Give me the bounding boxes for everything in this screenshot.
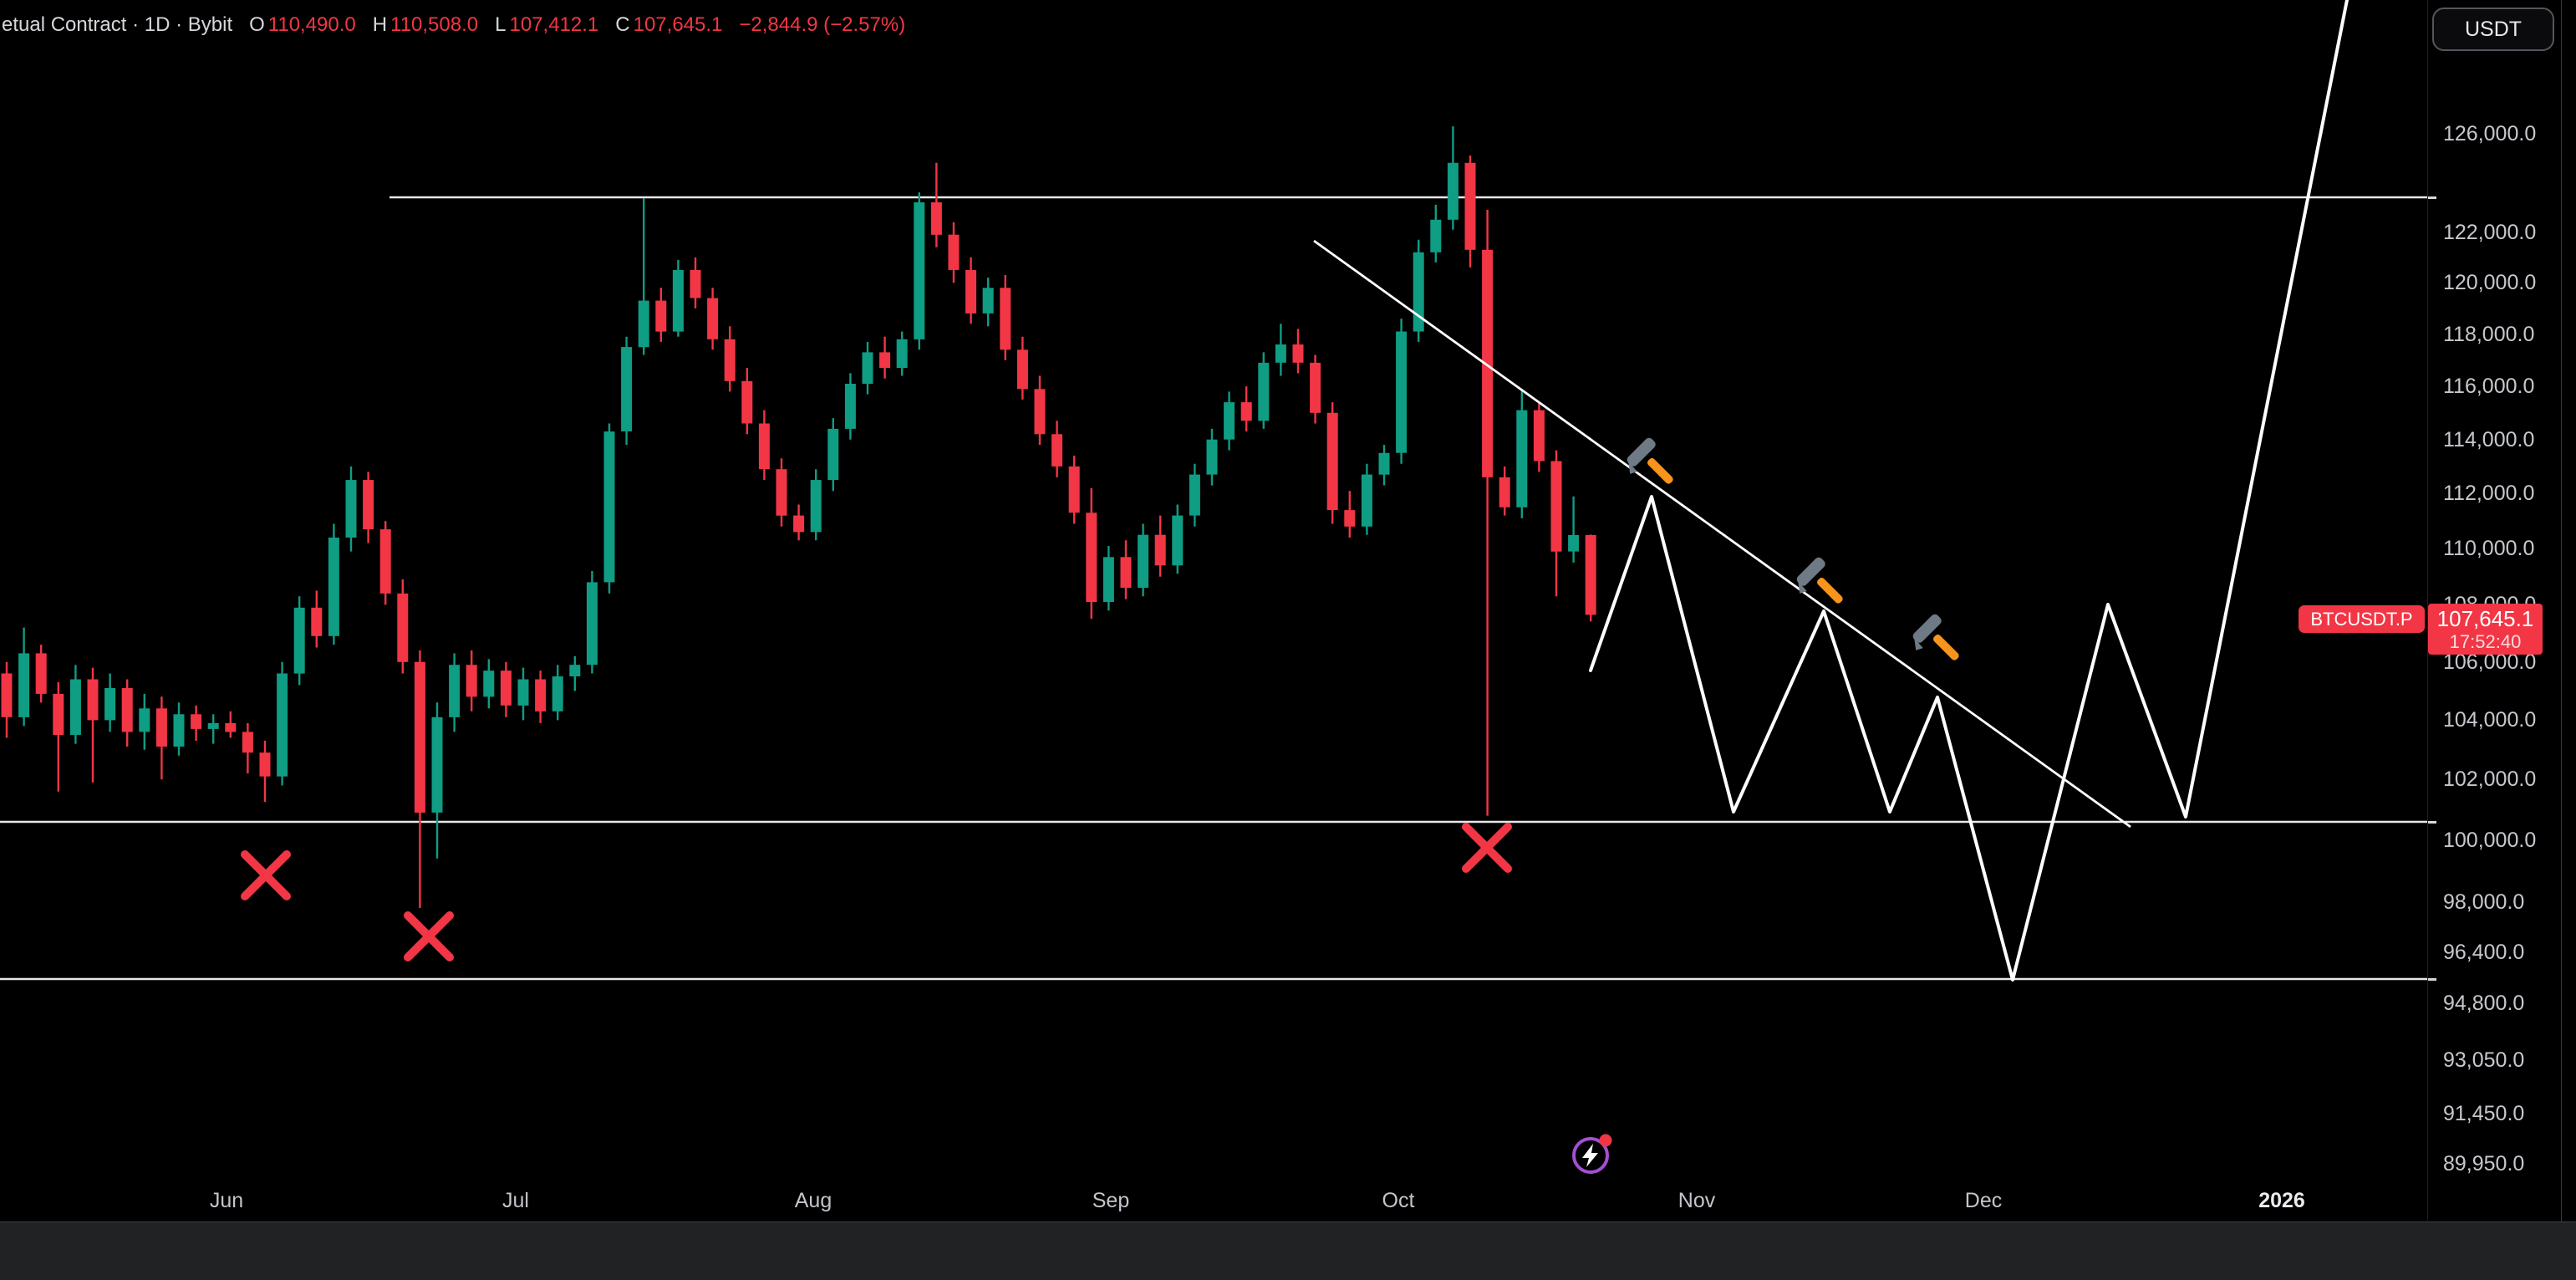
price-axis-label: 91,450.0 [2443, 1102, 2525, 1125]
ohlc-open: O 110,490.0 [249, 13, 356, 36]
x-mark[interactable] [241, 850, 291, 900]
ohlc-close: C 107,645.1 [615, 13, 723, 36]
price-axis-label: 96,400.0 [2443, 941, 2525, 964]
countdown-timer: 17:52:40 [2449, 631, 2522, 652]
price-axis-label: 104,000.0 [2443, 708, 2537, 732]
time-axis-label: 2026 [2258, 1189, 2305, 1212]
time-axis-label: Nov [1677, 1189, 1716, 1212]
price-axis-label: 98,000.0 [2443, 890, 2525, 914]
price-axis-label: 89,950.0 [2443, 1152, 2525, 1175]
price-axis-label: 102,000.0 [2443, 767, 2537, 791]
price-axis-label: 122,000.0 [2443, 221, 2537, 244]
symbol-title[interactable]: etual Contract · 1D · Bybit [2, 13, 233, 36]
price-axis-tick [2428, 196, 2436, 199]
symbol-price-tag: BTCUSDT.P [2299, 605, 2425, 633]
price-axis[interactable]: 126,000.0 122,000.0 120,000.0 118,000.0 116,… [2427, 0, 2562, 1221]
last-price-label: 107,645.1 17:52:40 [2428, 604, 2543, 655]
lightning-badge-icon[interactable] [1572, 1134, 1612, 1174]
price-axis-label: 110,000.0 [2443, 537, 2535, 560]
price-axis-label: 118,000.0 [2443, 323, 2535, 346]
last-price-value: 107,645.1 [2436, 606, 2534, 631]
ohlc-low: L 107,412.1 [495, 13, 599, 36]
price-axis-label: 120,000.0 [2443, 271, 2537, 294]
time-axis-label: Dec [1964, 1189, 2003, 1212]
time-axis-label: Oct [1382, 1189, 1415, 1212]
price-axis-label: 94,800.0 [2443, 992, 2525, 1015]
hammer-emoji[interactable] [1907, 613, 1969, 676]
price-axis-tick [2428, 821, 2436, 824]
hammer-emoji[interactable] [1790, 556, 1853, 619]
x-mark[interactable] [1462, 823, 1512, 873]
time-axis-label: Sep [1092, 1189, 1130, 1212]
chart-canvas[interactable] [0, 0, 2427, 1221]
time-axis-label: Jul [502, 1189, 529, 1212]
time-axis-label: Aug [794, 1189, 832, 1212]
axis-right-border [2561, 0, 2562, 1221]
currency-toggle-button[interactable]: USDT [2432, 8, 2554, 51]
change-value: −2,844.9 (−2.57%) [739, 13, 906, 36]
candlestick-series[interactable] [1, 126, 1596, 909]
time-axis[interactable]: Jun Jul Aug Sep Oct Nov Dec 2026 [0, 1177, 2561, 1221]
symbol-legend[interactable]: etual Contract · 1D · Bybit O 110,490.0 H… [2, 13, 905, 37]
price-axis-label: 112,000.0 [2443, 482, 2535, 505]
price-axis-label: 114,000.0 [2443, 428, 2535, 451]
bottom-toolbar: TradingView [0, 1221, 2576, 1280]
price-axis-label: 100,000.0 [2443, 829, 2537, 852]
price-axis-label: 116,000.0 [2443, 375, 2535, 398]
hammer-emoji[interactable] [1621, 436, 1683, 499]
descending-trendline[interactable] [1313, 239, 2131, 829]
time-axis-label: Jun [209, 1189, 244, 1212]
price-axis-tick [2428, 978, 2436, 981]
ohlc-high: H 110,508.0 [372, 13, 479, 36]
price-axis-label: 126,000.0 [2443, 122, 2537, 145]
price-axis-label: 93,050.0 [2443, 1048, 2525, 1072]
projection-zigzag[interactable] [1589, 0, 2349, 982]
x-mark[interactable] [404, 911, 454, 961]
